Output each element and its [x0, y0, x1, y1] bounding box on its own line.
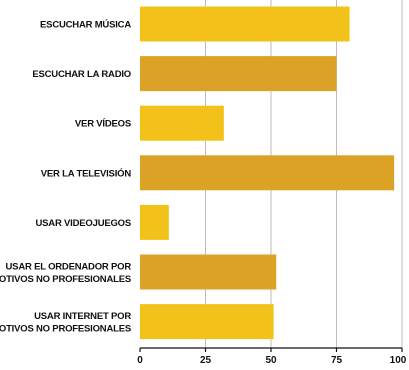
category-label: ESCUCHAR MÚSICA: [40, 19, 131, 31]
bar: [140, 56, 337, 92]
bar: [140, 304, 274, 340]
x-tick-label: 75: [331, 355, 343, 366]
category-label: USAR EL ORDENADOR POR MOTIVOS NO PROFESIO…: [0, 261, 131, 285]
x-tick-label: 25: [200, 355, 212, 366]
bar: [140, 254, 277, 290]
category-labels: ESCUCHAR MÚSICA ESCUCHAR LA RADIO VER VÍDE…: [0, 19, 132, 335]
category-label: VER LA TELEVISIÓN: [41, 167, 132, 179]
x-tick-label: 0: [137, 355, 143, 366]
category-label-line: VER LA TELEVISIÓN: [41, 167, 132, 179]
bar: [140, 105, 224, 141]
x-axis-ticks: 0 25 50 75 100: [137, 348, 407, 366]
bar: [140, 6, 350, 42]
bar: [140, 155, 395, 191]
category-label: USAR VIDEOJUEGOS: [35, 218, 131, 229]
category-label-line: ESCUCHAR LA RADIO: [32, 69, 131, 80]
category-label: ESCUCHAR LA RADIO: [32, 69, 131, 80]
category-label: VER VÍDEOS: [75, 119, 131, 130]
bar: [140, 204, 169, 240]
category-label-line: VER VÍDEOS: [75, 119, 131, 130]
category-label-line: MOTIVOS NO PROFESIONALES: [0, 323, 131, 334]
x-tick-label: 50: [265, 355, 277, 366]
x-tick-label: 100: [390, 355, 407, 366]
category-label-line: MOTIVOS NO PROFESIONALES: [0, 274, 131, 285]
category-label: USAR INTERNET POR MOTIVOS NO PROFESIONALE…: [0, 311, 131, 335]
category-label-line: USAR VIDEOJUEGOS: [35, 218, 131, 229]
category-label-line: ESCUCHAR MÚSICA: [40, 19, 131, 31]
bars: [140, 6, 395, 340]
category-label-line: USAR INTERNET POR: [34, 311, 131, 322]
category-label-line: USAR EL ORDENADOR POR: [6, 261, 132, 272]
